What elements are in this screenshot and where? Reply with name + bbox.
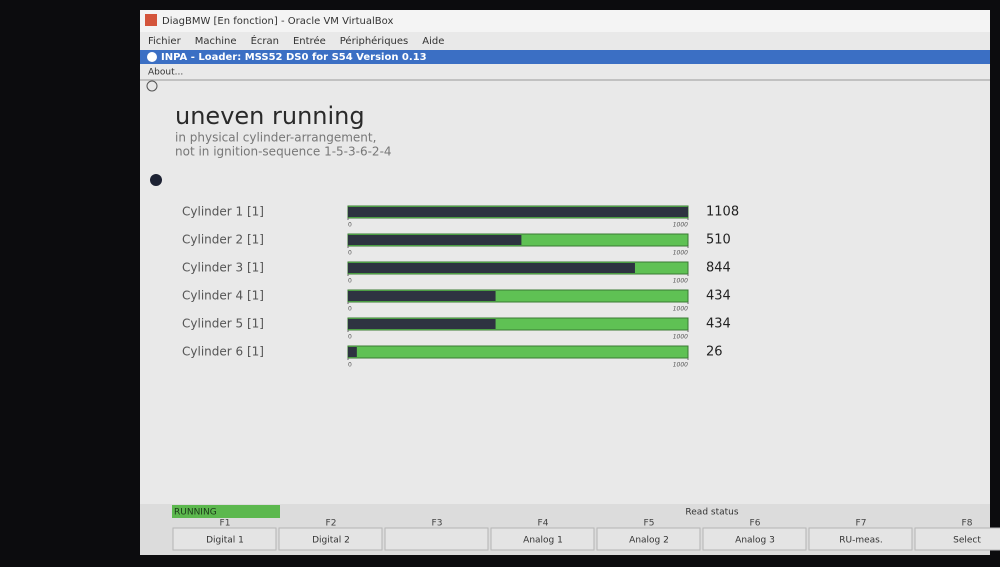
- scale-max: 1000: [673, 334, 688, 341]
- about-menu[interactable]: About...: [148, 68, 183, 78]
- scale-min: 0: [348, 334, 352, 341]
- function-key[interactable]: [808, 527, 913, 551]
- app-icon: [145, 14, 157, 26]
- indicator: [146, 80, 158, 92]
- function-key-label: Analog 2: [629, 536, 669, 546]
- scale-min: 0: [348, 306, 352, 313]
- menu-item[interactable]: Fichier: [148, 36, 182, 47]
- cylinder-label: Cylinder 3 [1]: [182, 261, 264, 275]
- inpa-title: INPA - Loader: MSS52 DS0 for S54 Version…: [161, 52, 427, 63]
- gauge-clip: [348, 291, 496, 301]
- gauge-bar: [348, 235, 522, 245]
- cylinder-value: 434: [706, 289, 731, 304]
- function-key[interactable]: [278, 527, 383, 551]
- menu-item[interactable]: Écran: [251, 34, 279, 47]
- status-message: Read status: [685, 508, 738, 518]
- gauge-clip: [348, 207, 688, 217]
- function-key-name: F7: [856, 519, 867, 529]
- subtitle: not in ignition-sequence 1-5-3-6-2-4: [175, 145, 392, 159]
- cylinder-value: 510: [706, 233, 731, 248]
- title-bar: [140, 10, 990, 32]
- scale-max: 1000: [673, 362, 688, 369]
- gauge-track: [347, 345, 689, 359]
- function-key-label: RU-meas.: [839, 536, 882, 546]
- heading: uneven running: [175, 102, 365, 130]
- gauge: 0 1000: [347, 233, 689, 257]
- cylinder-value: 844: [706, 261, 731, 276]
- menu-item[interactable]: Machine: [195, 36, 237, 47]
- gauge-clip: [348, 347, 357, 357]
- indicator: [150, 174, 162, 186]
- gauge-bar: [348, 291, 496, 301]
- function-key[interactable]: [702, 527, 807, 551]
- scale-min: 0: [348, 250, 352, 257]
- function-key-name: F1: [220, 519, 231, 529]
- gauge-bar: [348, 263, 635, 273]
- cylinder-label: Cylinder 4 [1]: [182, 289, 264, 303]
- subtitle: in physical cylinder-arrangement,: [175, 131, 376, 145]
- gauge-bar: [348, 207, 688, 217]
- gauge-clip: [348, 319, 496, 329]
- function-key[interactable]: [384, 527, 489, 551]
- status-state: RUNNING: [174, 508, 217, 518]
- scale-min: 0: [348, 222, 352, 229]
- function-key[interactable]: [172, 527, 277, 551]
- window: [140, 10, 990, 555]
- gauge: 0 1000: [347, 261, 689, 285]
- scale-min: 0: [348, 278, 352, 285]
- gauge-bar: [348, 319, 496, 329]
- function-key-name: F8: [962, 519, 973, 529]
- function-key-name: F6: [750, 519, 761, 529]
- gauge: 0 1000: [347, 345, 689, 369]
- cylinder-value: 26: [706, 345, 723, 360]
- scale-max: 1000: [673, 278, 688, 285]
- function-key-name: F3: [432, 519, 443, 529]
- function-key-label: Digital 2: [312, 536, 350, 546]
- scale-max: 1000: [673, 306, 688, 313]
- gauge: 0 1000: [347, 317, 689, 341]
- inpa-icon: [147, 52, 157, 62]
- cylinder-label: Cylinder 6 [1]: [182, 345, 264, 359]
- cylinder-label: Cylinder 1 [1]: [182, 205, 264, 219]
- menu-item[interactable]: Entrée: [293, 35, 326, 47]
- gauge-clip: [348, 263, 635, 273]
- scale-min: 0: [348, 362, 352, 369]
- function-key[interactable]: [914, 527, 1000, 551]
- function-key-name: F2: [326, 519, 337, 529]
- cylinder-label: Cylinder 2 [1]: [182, 233, 264, 247]
- scale-max: 1000: [673, 222, 688, 229]
- function-key[interactable]: [596, 527, 701, 551]
- gauge: 0 1000: [347, 289, 689, 313]
- scale-max: 1000: [673, 250, 688, 257]
- function-key-label: Select: [953, 536, 981, 546]
- gauge-clip: [348, 235, 522, 245]
- cylinder-label: Cylinder 5 [1]: [182, 317, 264, 331]
- status-indicator: [172, 505, 280, 518]
- function-key-label: Analog 1: [523, 536, 563, 546]
- function-key[interactable]: [490, 527, 595, 551]
- inpa-title-bar: [140, 50, 990, 64]
- function-key-name: F5: [644, 519, 655, 529]
- menu-item[interactable]: Périphériques: [340, 35, 409, 47]
- menu-item[interactable]: Aide: [422, 36, 444, 47]
- function-key-label: Digital 1: [206, 536, 244, 546]
- cylinder-value: 1108: [706, 205, 739, 220]
- function-key-name: F4: [538, 519, 549, 529]
- cylinder-value: 434: [706, 317, 731, 332]
- function-key-label: Analog 3: [735, 536, 775, 546]
- gauge-bar: [348, 347, 357, 357]
- gauge: 0 1000: [347, 205, 689, 229]
- window-title: DiagBMW [En fonction] - Oracle VM Virtua…: [162, 16, 393, 27]
